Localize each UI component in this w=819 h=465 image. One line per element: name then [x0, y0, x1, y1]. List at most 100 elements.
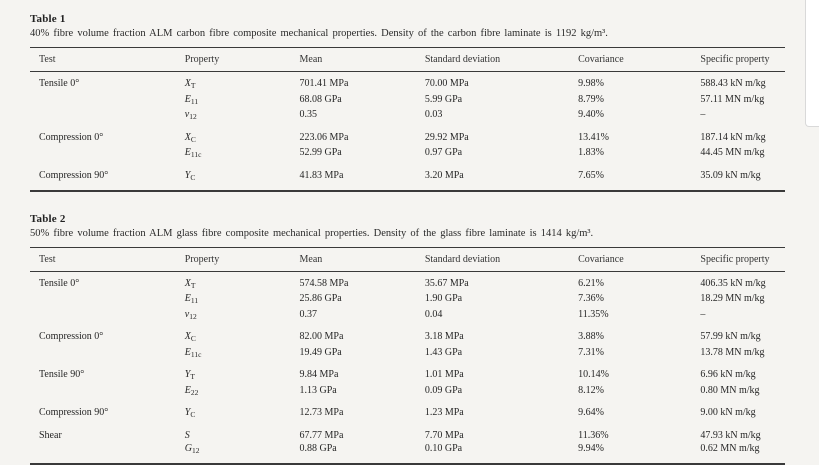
cell-covariance: 7.31%: [578, 346, 700, 362]
cell-mean: 701.41 MPa: [300, 72, 425, 93]
cell-property: E11c: [185, 346, 300, 362]
cell-mean: 0.35: [300, 108, 425, 124]
cell-specific-property: 47.93 kN m/kg: [700, 422, 785, 443]
cell-mean: 25.86 GPa: [300, 292, 425, 308]
cell-mean: 574.58 MPa: [300, 271, 425, 292]
cell-property: E22: [185, 384, 300, 400]
cell-test: Shear: [30, 422, 185, 443]
cell-test: Tensile 90°: [30, 361, 185, 384]
cell-covariance: 3.88%: [578, 323, 700, 346]
cell-test: [30, 442, 185, 464]
cell-test: Compression 0°: [30, 124, 185, 147]
cell-mean: 9.84 MPa: [300, 361, 425, 384]
cell-test: Compression 0°: [30, 323, 185, 346]
cell-specific-property: 57.99 kN m/kg: [700, 323, 785, 346]
cell-standard-deviation: 70.00 MPa: [425, 72, 578, 93]
column-header: Specific property: [700, 247, 785, 271]
cell-test: [30, 346, 185, 362]
cell-standard-deviation: 0.03: [425, 108, 578, 124]
cell-covariance: 9.64%: [578, 399, 700, 422]
cell-covariance: 9.40%: [578, 108, 700, 124]
cell-specific-property: 6.96 kN m/kg: [700, 361, 785, 384]
cell-specific-property: 187.14 kN m/kg: [700, 124, 785, 147]
cell-mean: 52.99 GPa: [300, 146, 425, 162]
cell-property: ν12: [185, 108, 300, 124]
cell-property: YC: [185, 162, 300, 191]
cell-specific-property: 13.78 MN m/kg: [700, 346, 785, 362]
cell-standard-deviation: 29.92 MPa: [425, 124, 578, 147]
cell-mean: 0.88 GPa: [300, 442, 425, 464]
cell-standard-deviation: 1.90 GPa: [425, 292, 578, 308]
cell-standard-deviation: 0.09 GPa: [425, 384, 578, 400]
cell-property: E11: [185, 292, 300, 308]
cell-specific-property: 44.45 MN m/kg: [700, 146, 785, 162]
column-header: Property: [185, 48, 300, 72]
cell-covariance: 9.98%: [578, 72, 700, 93]
cell-mean: 1.13 GPa: [300, 384, 425, 400]
cell-mean: 67.77 MPa: [300, 422, 425, 443]
cell-mean: 223.06 MPa: [300, 124, 425, 147]
cell-standard-deviation: 0.97 GPa: [425, 146, 578, 162]
cell-property: S: [185, 422, 300, 443]
cell-covariance: 7.36%: [578, 292, 700, 308]
cell-property: E11: [185, 93, 300, 109]
cell-property: XC: [185, 124, 300, 147]
cell-mean: 12.73 MPa: [300, 399, 425, 422]
cell-mean: 41.83 MPa: [300, 162, 425, 191]
article-page: Table 1 40% fibre volume fraction ALM ca…: [0, 0, 819, 423]
column-header: Standard deviation: [425, 48, 578, 72]
table1-label: Table 1: [30, 13, 785, 26]
cell-specific-property: 35.09 kN m/kg: [700, 162, 785, 191]
cell-mean: 82.00 MPa: [300, 323, 425, 346]
cell-test: Compression 90°: [30, 399, 185, 422]
table2-caption: 50% fibre volume fraction ALM glass fibr…: [30, 227, 785, 241]
column-header: Specific property: [700, 48, 785, 72]
column-header: Mean: [300, 48, 425, 72]
cell-test: [30, 93, 185, 109]
cell-test: Tensile 0°: [30, 271, 185, 292]
cell-property: ν12: [185, 308, 300, 324]
cell-specific-property: –: [700, 308, 785, 324]
cell-standard-deviation: 3.20 MPa: [425, 162, 578, 191]
cell-specific-property: 18.29 MN m/kg: [700, 292, 785, 308]
cell-covariance: 11.36%: [578, 422, 700, 443]
table2-label: Table 2: [30, 213, 785, 226]
cell-property: XC: [185, 323, 300, 346]
cell-specific-property: 0.80 MN m/kg: [700, 384, 785, 400]
column-header: Test: [30, 48, 185, 72]
cell-covariance: 6.21%: [578, 271, 700, 292]
cell-standard-deviation: 1.01 MPa: [425, 361, 578, 384]
cell-property: G12: [185, 442, 300, 464]
cell-specific-property: 406.35 kN m/kg: [700, 271, 785, 292]
cell-standard-deviation: 0.04: [425, 308, 578, 324]
cell-standard-deviation: 3.18 MPa: [425, 323, 578, 346]
cell-covariance: 9.94%: [578, 442, 700, 464]
cell-property: E11c: [185, 146, 300, 162]
cell-test: Tensile 0°: [30, 72, 185, 93]
column-header: Covariance: [578, 247, 700, 271]
cell-standard-deviation: 1.43 GPa: [425, 346, 578, 362]
column-header: Covariance: [578, 48, 700, 72]
cell-specific-property: 57.11 MN m/kg: [700, 93, 785, 109]
cell-standard-deviation: 35.67 MPa: [425, 271, 578, 292]
cell-property: XT: [185, 72, 300, 93]
cell-test: [30, 292, 185, 308]
column-header: Mean: [300, 247, 425, 271]
cell-covariance: 1.83%: [578, 146, 700, 162]
cell-covariance: 13.41%: [578, 124, 700, 147]
column-header: Property: [185, 247, 300, 271]
cell-test: [30, 308, 185, 324]
cell-covariance: 11.35%: [578, 308, 700, 324]
cell-mean: 68.08 GPa: [300, 93, 425, 109]
